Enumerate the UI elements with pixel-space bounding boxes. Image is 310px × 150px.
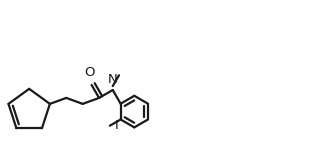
Text: O: O (84, 66, 95, 79)
Text: N: N (108, 73, 117, 86)
Text: I: I (115, 119, 118, 132)
